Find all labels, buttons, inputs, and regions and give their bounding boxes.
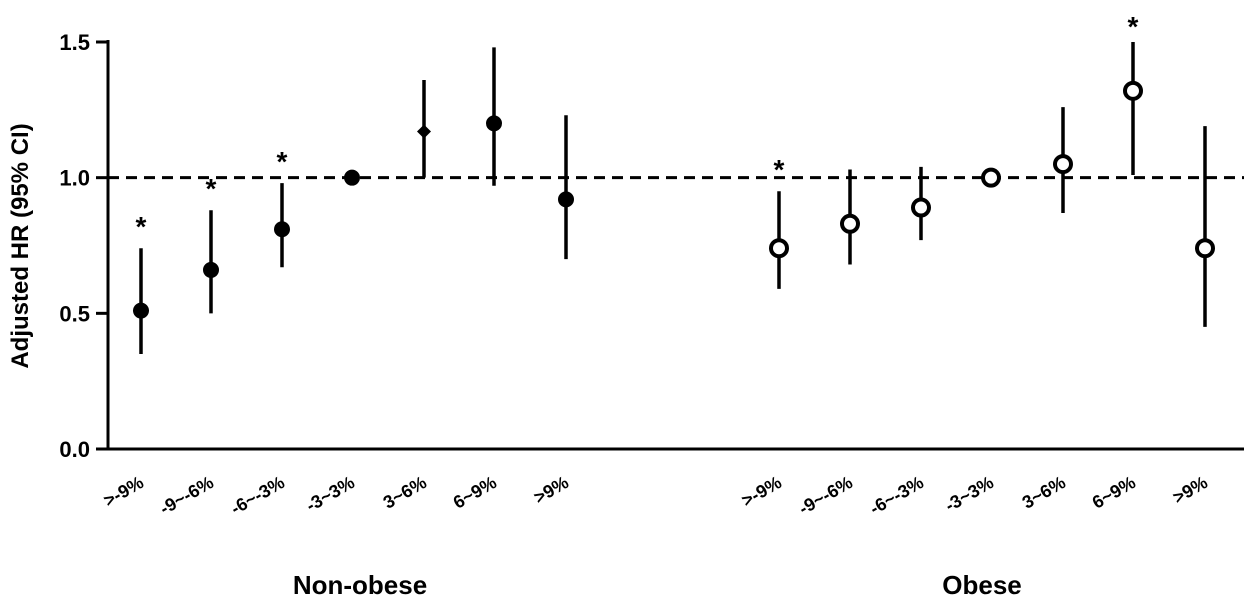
x-tick-label: -9~-6% bbox=[795, 472, 856, 519]
point-marker bbox=[840, 213, 860, 234]
x-tick-label: >9% bbox=[1169, 472, 1211, 508]
x-tick-label: >-9% bbox=[100, 472, 147, 511]
significance-star: * bbox=[206, 173, 217, 204]
point-marker bbox=[769, 238, 789, 259]
x-tick-label: >-9% bbox=[738, 472, 785, 511]
point-marker bbox=[558, 191, 574, 208]
x-tick-label: -6~-3% bbox=[227, 472, 288, 519]
point-marker bbox=[274, 221, 290, 238]
x-tick-label: 6~9% bbox=[450, 472, 500, 513]
point-marker bbox=[344, 169, 360, 186]
point-marker bbox=[203, 261, 219, 278]
point-marker bbox=[486, 115, 502, 132]
point-marker bbox=[1123, 80, 1143, 101]
x-tick-label: -9~-6% bbox=[156, 472, 217, 519]
point-marker bbox=[133, 302, 149, 319]
x-tick-label: 3~6% bbox=[380, 472, 430, 513]
point-marker bbox=[1195, 238, 1215, 259]
group-label: Obese bbox=[942, 570, 1022, 600]
chart-labels: 0.0 0.5 1.0 1.5 Adjusted HR (95% CI) >-9% * -9~… bbox=[7, 11, 1211, 600]
x-tick-label: 3~6% bbox=[1019, 472, 1069, 513]
x-tick-label: >9% bbox=[530, 472, 572, 508]
axes bbox=[96, 40, 1244, 451]
point-marker bbox=[981, 167, 1001, 188]
y-tick-label: 1.0 bbox=[59, 166, 90, 191]
x-tick-label: 6~9% bbox=[1089, 472, 1139, 513]
y-axis-label: Adjusted HR (95% CI) bbox=[7, 123, 34, 368]
y-tick-label: 0.0 bbox=[59, 437, 90, 462]
significance-star: * bbox=[1128, 11, 1139, 42]
point-marker bbox=[1053, 154, 1073, 175]
x-tick-label: -3~3% bbox=[941, 472, 997, 516]
y-tick-label: 1.5 bbox=[59, 30, 90, 55]
point-marker bbox=[417, 124, 431, 139]
significance-star: * bbox=[136, 211, 147, 242]
x-tick-label: -3~3% bbox=[302, 472, 358, 516]
x-tick-label: -6~-3% bbox=[866, 472, 927, 519]
y-tick-label: 0.5 bbox=[59, 301, 90, 326]
group-label: Non‐obese bbox=[293, 570, 427, 600]
point-marker bbox=[911, 197, 931, 218]
chart-marks bbox=[108, 42, 1244, 355]
significance-star: * bbox=[277, 146, 288, 177]
significance-star: * bbox=[774, 154, 785, 185]
